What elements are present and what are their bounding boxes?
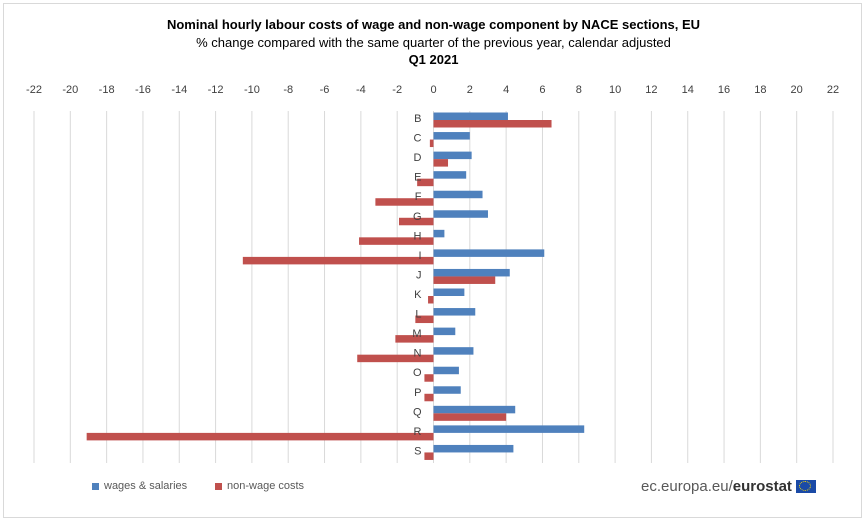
bar-nonwage-I [242,256,434,265]
bar-nonwage-C [429,139,434,148]
bar-wages-C [433,132,470,140]
x-tick-label: 10 [609,84,621,96]
bar-nonwage-D [433,159,449,167]
x-tick-label: 22 [827,84,839,96]
x-tick-label: -2 [392,84,402,96]
legend-item-nonwage: non-wage costs [215,480,304,492]
legend-swatch-nonwage [215,482,222,490]
gridlines [33,111,834,463]
bar-nonwage-G [398,217,434,226]
category-label-Q: Q [413,406,422,418]
legend-label-wages: wages & salaries [104,480,188,492]
x-tick-label: 8 [576,84,582,96]
x-tick-label: 0 [430,84,436,96]
eurostat-logo: ec.europa.eu/eurostat [641,478,816,495]
eu-flag-icon [795,480,816,493]
bar-nonwage-Q [433,413,507,421]
bar-wages-F [433,190,483,199]
x-tick-labels: -22 -20 -18 -16 -14 -12 -10 -8 -6 -4 -2 0 2 4 6 8 10 12 14… [26,84,839,96]
x-tick-label: -4 [356,84,366,96]
x-tick-label: -14 [171,84,187,96]
legend-swatch-wages [92,482,99,490]
category-label-B: B [414,113,421,125]
bar-nonwage-J [433,276,496,284]
bar-wages-G [433,210,488,218]
category-label-M: M [412,328,421,340]
x-tick-label: 20 [791,84,803,96]
bar-wages-J [433,268,510,277]
bar-wages-E [433,171,467,179]
bar-nonwage-H [359,237,434,245]
category-label-K: K [414,289,422,301]
category-label-G: G [413,211,422,223]
x-tick-label: 4 [503,84,509,96]
bar-nonwage-P [424,393,434,402]
category-label-C: C [414,133,422,145]
x-tick-label: 6 [539,84,545,96]
bar-marks [86,112,585,460]
bar-wages-R [433,425,585,433]
category-label-S: S [414,445,421,457]
bar-wages-M [433,327,456,336]
x-tick-label: 14 [682,84,694,96]
category-label-O: O [413,367,422,379]
x-tick-label: 12 [645,84,657,96]
category-label-E: E [414,172,421,184]
x-tick-label: -20 [62,84,78,96]
bar-nonwage-L [415,315,434,324]
bar-nonwage-B [433,120,552,128]
source-brand: eurostat [732,478,792,495]
category-label-P: P [414,387,421,399]
chart-period: Q1 2021 [408,52,459,67]
bar-wages-N [433,347,474,355]
bar-nonwage-O [424,374,434,382]
category-label-I: I [418,250,421,262]
bar-nonwage-R [86,432,434,441]
category-label-J: J [416,269,422,281]
legend-item-wages: wages & salaries [92,480,187,492]
x-tick-label: -16 [135,84,151,96]
x-tick-label: 16 [718,84,730,96]
bar-nonwage-E [417,178,434,187]
bar-wages-L [433,308,476,316]
category-label-N: N [414,348,422,360]
category-label-D: D [414,152,422,164]
bar-wages-B [433,112,508,120]
source-site: ec.europa.eu/ [641,478,733,495]
bar-nonwage-F [375,198,434,206]
bar-wages-I [433,249,545,257]
x-tick-label: -12 [208,84,224,96]
x-tick-label: -10 [244,84,260,96]
bar-nonwage-M [395,335,434,343]
x-tick-label: -6 [320,84,330,96]
chart-subtitle: % change compared with the same quarter … [196,35,671,50]
bar-nonwage-K [428,296,434,304]
bar-wages-D [433,151,472,160]
bar-nonwage-N [357,354,434,363]
x-tick-label: -8 [283,84,293,96]
category-label-R: R [414,426,422,438]
bar-nonwage-S [424,452,434,460]
x-tick-label: 2 [467,84,473,96]
chart-title: Nominal hourly labour costs of wage and … [166,17,701,32]
bar-wages-H [433,229,445,238]
bar-wages-O [433,366,459,375]
x-tick-label: -22 [26,84,42,96]
x-tick-label: -18 [99,84,115,96]
bar-wages-P [433,386,461,394]
legend-label-nonwage: non-wage costs [227,480,305,492]
category-label-F: F [415,191,422,203]
bar-wages-S [433,444,514,453]
bar-wages-Q [433,405,516,414]
bar-wages-K [433,288,465,296]
category-label-L: L [415,309,421,321]
x-tick-label: 18 [754,84,766,96]
category-label-H: H [414,230,422,242]
